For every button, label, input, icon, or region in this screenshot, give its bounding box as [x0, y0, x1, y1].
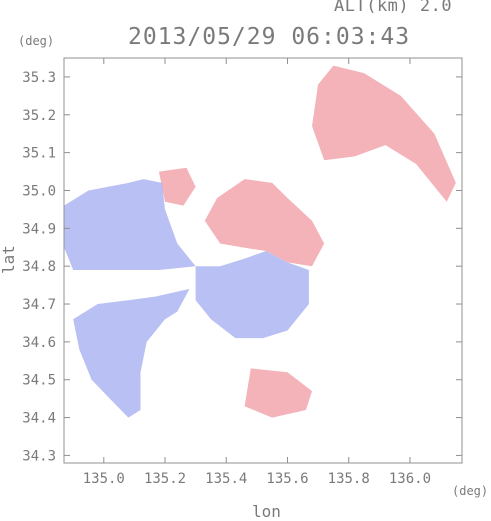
y-tick-label: 34.9: [22, 221, 56, 237]
echo-region-positive-0: [312, 65, 456, 202]
echo-region-positive-6: [244, 368, 312, 418]
echo-region-positive-2: [158, 167, 196, 206]
echo-region-negative-5: [73, 288, 190, 418]
plot-frame: [63, 57, 463, 464]
echo-region-negative-3: [64, 179, 196, 270]
x-tick-label: 135.6: [266, 471, 308, 487]
x-tick-label: 135.4: [205, 471, 247, 487]
x-tick-label: 135.2: [144, 471, 186, 487]
y-tick-label: 34.4: [22, 411, 56, 427]
echo-regions: [64, 65, 456, 418]
y-tick-label: 35.2: [22, 108, 56, 124]
y-tick-label: 35.1: [22, 146, 56, 162]
x-axis-label: lon: [252, 502, 281, 521]
x-tick-label: 135.8: [328, 471, 370, 487]
altitude-label: ALT(km) 2.0: [334, 0, 453, 16]
y-tick-label: 34.8: [22, 259, 56, 275]
x-axis-ticks: 135.0 135.2 135.4 135.6 135.8 136.0: [83, 58, 431, 487]
y-axis-unit: (deg): [18, 34, 55, 48]
x-tick-label: 135.0: [83, 471, 125, 487]
x-tick-label: 136.0: [389, 471, 431, 487]
y-tick-label: 35.3: [22, 70, 56, 86]
echo-region-positive-1: [204, 179, 325, 267]
x-axis-unit: (deg): [452, 484, 489, 498]
y-axis-ticks: 34.3 34.4 34.5 34.6 34.7 34.8 34.9 35.0 35.1 35.2…: [22, 70, 462, 464]
y-tick-label: 34.3: [22, 448, 56, 464]
echo-region-negative-4: [195, 251, 309, 339]
timestamp-title: 2013/05/29 06:03:43: [128, 24, 411, 50]
y-tick-label: 34.6: [22, 335, 56, 351]
y-tick-label: 34.5: [22, 373, 56, 389]
y-tick-label: 34.7: [22, 297, 56, 313]
y-tick-label: 35.0: [22, 183, 56, 199]
